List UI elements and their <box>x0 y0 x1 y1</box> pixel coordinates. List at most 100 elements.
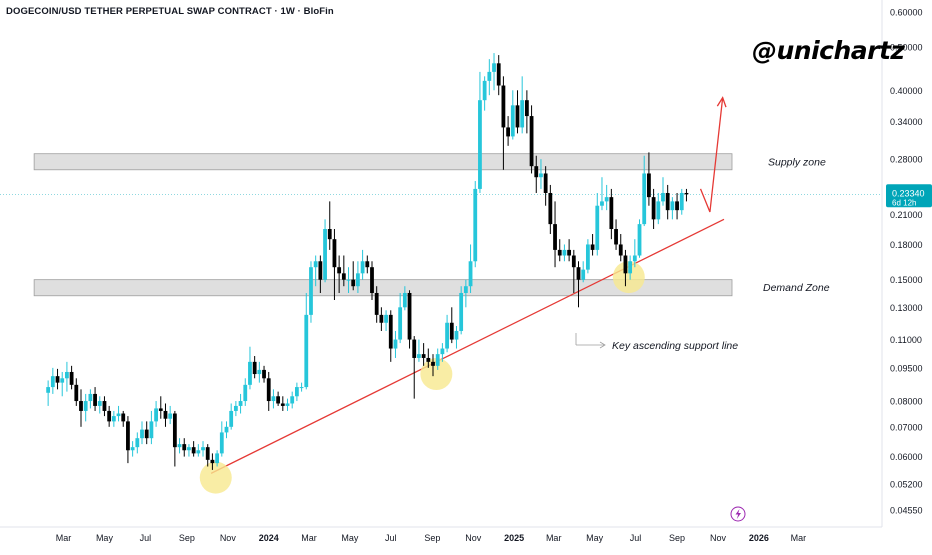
candle-body <box>341 273 346 280</box>
candle <box>60 371 65 397</box>
x-tick-label: 2025 <box>504 533 524 543</box>
candle <box>590 234 595 256</box>
candle <box>323 219 327 283</box>
candle <box>576 261 581 308</box>
candle <box>628 255 633 280</box>
y-tick-label: 0.21000 <box>890 210 923 220</box>
y-tick-label: 0.11000 <box>890 335 922 345</box>
candle-body <box>651 197 656 220</box>
support-layer <box>210 218 725 474</box>
candle-body <box>623 255 628 274</box>
candle-body <box>69 371 74 385</box>
candle <box>205 444 210 467</box>
candle <box>149 410 154 445</box>
candle <box>229 403 234 430</box>
candle-body <box>628 261 633 274</box>
candle-body <box>88 393 93 402</box>
candle <box>478 71 482 193</box>
candle-body <box>388 314 393 349</box>
candle-body <box>102 401 107 411</box>
candle <box>661 177 665 206</box>
candle <box>463 279 468 308</box>
candle-body <box>257 369 262 375</box>
candle <box>370 261 374 301</box>
candle-body <box>116 413 121 417</box>
candle <box>83 393 88 422</box>
candle-body <box>632 255 637 262</box>
support-line <box>210 218 725 474</box>
candle-body <box>233 405 238 411</box>
candle <box>201 441 205 457</box>
candle-body <box>271 396 276 402</box>
candle-body <box>93 393 97 406</box>
candle-body <box>182 444 187 451</box>
candle-body <box>675 201 679 211</box>
candle <box>69 365 74 390</box>
candle-body <box>501 85 506 128</box>
candle <box>520 76 525 134</box>
candle-body <box>426 357 431 362</box>
candle-body <box>248 361 252 385</box>
candle <box>679 188 684 215</box>
candle-body <box>158 408 163 411</box>
candle <box>670 197 675 220</box>
candle <box>632 239 637 268</box>
candle-body <box>229 410 234 427</box>
candle <box>243 378 248 406</box>
candle <box>581 261 586 283</box>
candle-body <box>590 244 595 250</box>
candle-body <box>459 292 464 331</box>
candle <box>548 184 553 235</box>
candle <box>55 368 60 390</box>
x-tick-label: May <box>341 533 359 543</box>
candle-body <box>163 410 168 419</box>
y-tick-label: 0.18000 <box>890 240 923 250</box>
candle-body <box>276 396 281 404</box>
candle-body <box>445 322 449 349</box>
candle-body <box>130 447 135 451</box>
candle-body <box>196 450 201 454</box>
candle-body <box>55 376 60 383</box>
candle-body <box>496 63 501 86</box>
candle <box>248 346 252 390</box>
candle <box>384 310 388 331</box>
candle-body <box>604 197 609 202</box>
candle <box>473 181 478 268</box>
candle <box>642 155 647 227</box>
candle-body <box>506 127 511 137</box>
candle-body <box>435 354 440 366</box>
candle-body <box>614 229 618 245</box>
candle <box>93 387 97 411</box>
candle <box>168 405 173 425</box>
y-tick-label: 0.08000 <box>890 397 923 407</box>
candle <box>280 396 285 411</box>
candle <box>647 152 651 206</box>
candle-body <box>398 307 403 340</box>
candle <box>285 398 290 411</box>
candle <box>487 59 492 96</box>
candle <box>393 330 398 358</box>
candle-body <box>224 426 229 433</box>
y-tick-label: 0.07000 <box>890 422 923 432</box>
candle <box>88 389 93 409</box>
highlight-circle <box>612 261 645 294</box>
candle-body <box>351 279 356 287</box>
candle-body <box>543 173 548 193</box>
y-tick-label: 0.05200 <box>890 480 923 490</box>
candle-body <box>534 166 539 178</box>
candle <box>102 396 107 417</box>
candle-body <box>60 378 65 383</box>
candle <box>351 261 356 291</box>
candle-body <box>356 273 360 287</box>
candle <box>421 343 426 366</box>
candle-body <box>121 413 126 422</box>
candle-body <box>585 244 590 270</box>
candle-body <box>647 173 651 198</box>
lightning-icon[interactable] <box>730 506 746 522</box>
candle <box>365 255 370 274</box>
price-tag-bg <box>886 184 932 208</box>
candle <box>116 405 121 422</box>
candle-body <box>360 261 365 274</box>
